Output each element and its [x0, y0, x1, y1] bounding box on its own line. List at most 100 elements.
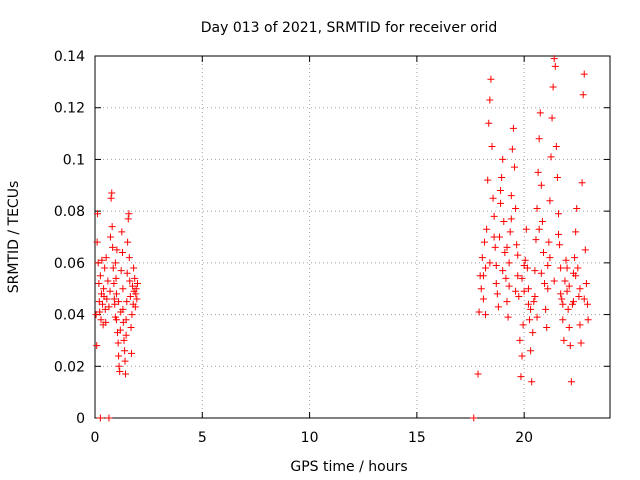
data-point	[109, 243, 117, 251]
data-point	[536, 109, 544, 117]
data-point	[512, 205, 520, 213]
data-point	[488, 143, 496, 150]
data-point	[519, 321, 527, 329]
data-point	[526, 316, 534, 324]
data-point	[96, 414, 104, 422]
data-point	[491, 243, 499, 251]
data-point	[110, 280, 118, 288]
data-point	[514, 272, 522, 280]
data-point	[538, 217, 546, 225]
data-point	[531, 267, 539, 275]
data-point	[112, 316, 120, 324]
data-point	[482, 264, 490, 272]
data-point	[499, 267, 507, 275]
data-point	[542, 305, 550, 313]
data-point	[480, 238, 488, 246]
data-point	[581, 246, 589, 254]
data-point	[505, 282, 513, 290]
data-point	[574, 264, 582, 272]
data-point	[502, 274, 510, 282]
data-point	[111, 259, 119, 267]
data-point	[98, 256, 106, 264]
data-point	[520, 287, 528, 295]
data-point	[565, 324, 573, 331]
data-point	[584, 316, 592, 324]
data-point	[576, 321, 584, 329]
chart-title: Day 013 of 2021, SRMTID for receiver ori…	[201, 20, 498, 36]
data-point	[535, 225, 543, 233]
data-point	[580, 70, 588, 78]
data-point	[544, 261, 552, 269]
x-tick-label: 20	[515, 430, 533, 446]
data-point	[539, 249, 547, 257]
data-point	[515, 292, 523, 300]
data-point	[486, 259, 494, 267]
data-point	[118, 249, 126, 257]
data-point	[485, 119, 493, 127]
data-point	[512, 287, 520, 295]
data-point	[120, 336, 128, 344]
data-point	[478, 254, 486, 262]
data-point	[487, 75, 495, 83]
data-point	[531, 292, 539, 300]
data-point	[105, 303, 113, 311]
data-point	[505, 259, 513, 267]
data-point	[130, 264, 138, 272]
data-point	[572, 272, 580, 280]
data-point	[570, 298, 578, 306]
data-point	[555, 230, 562, 238]
data-point	[492, 261, 500, 269]
data-point	[520, 261, 528, 269]
x-tick-label: 5	[198, 430, 207, 446]
data-point	[103, 295, 111, 303]
data-point	[92, 311, 100, 319]
data-point	[128, 311, 136, 319]
data-point	[579, 91, 587, 99]
data-point	[500, 217, 508, 225]
data-point	[559, 300, 567, 308]
data-point	[541, 280, 549, 288]
data-point	[560, 336, 568, 344]
axis-ticks: 0 5 10 15 20 0 0.02 0.04 0.06 0.08 0.1 0.12 0.14	[54, 49, 610, 446]
data-point	[507, 192, 515, 200]
data-point	[547, 153, 555, 161]
data-point	[503, 243, 511, 251]
data-point	[557, 290, 565, 298]
data-point	[126, 277, 134, 285]
data-point	[551, 62, 559, 70]
data-point	[582, 280, 590, 288]
data-point	[528, 378, 536, 386]
data-point	[558, 295, 566, 303]
data-point	[116, 367, 124, 375]
x-tick-label: 15	[408, 430, 426, 446]
data-point	[513, 241, 521, 249]
data-point	[118, 228, 126, 236]
data-point	[475, 308, 483, 316]
data-point	[101, 264, 109, 272]
y-tick-label: 0.08	[54, 204, 85, 220]
data-point	[577, 339, 585, 347]
data-point	[562, 256, 570, 264]
data-point	[121, 370, 129, 378]
x-tick-label: 10	[301, 430, 319, 446]
y-tick-label: 0.04	[54, 308, 85, 324]
data-point	[552, 143, 560, 150]
data-point	[127, 324, 135, 331]
data-point	[497, 186, 505, 194]
data-point	[113, 246, 121, 254]
data-point	[94, 210, 102, 218]
data-point	[532, 236, 540, 244]
data-point	[564, 305, 572, 313]
data-point	[107, 194, 115, 202]
data-point	[492, 280, 500, 288]
data-point	[567, 378, 575, 386]
plot-area-border	[94, 55, 611, 419]
data-point	[479, 272, 487, 280]
data-point	[482, 311, 490, 319]
data-point	[499, 155, 507, 163]
data-point	[543, 324, 551, 331]
data-point	[490, 212, 498, 220]
data-point	[514, 251, 522, 259]
data-point	[121, 347, 129, 355]
